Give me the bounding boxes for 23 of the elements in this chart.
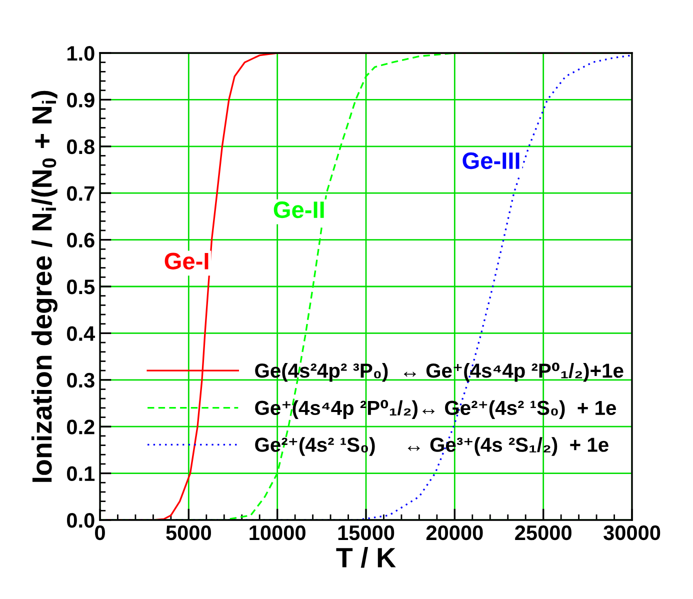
annotation: Ge-I [164,252,208,270]
y-tick-label: 0.0 [67,513,94,528]
annotation: Ge-III [462,152,520,170]
y-tick-label: 0.3 [67,372,94,388]
y-tick-label: 0.4 [67,326,96,341]
x-tick-label: 0 [95,525,105,540]
y-tick-label: 0.1 [67,466,95,482]
y-tick-label: 0.9 [67,92,94,108]
x-tick-label: 10000 [250,525,306,540]
y-tick-label: 0.8 [67,139,95,154]
y-tick-label: 0.6 [67,232,94,248]
x-tick-label: 15000 [338,525,394,540]
x-tick-label: 25000 [515,525,572,540]
x-tick-label: 20000 [426,525,483,540]
y-tick-label: 0.7 [67,186,94,201]
annotation: Ge-II [274,201,324,218]
y-tick-label: 0.2 [67,420,94,434]
x-tick-label: 30000 [604,525,660,540]
y-tick-label: 0.5 [67,280,95,294]
x-axis-title: T / K [336,547,396,568]
x-tick-label: 5000 [166,525,211,540]
y-tick-label: 1.0 [67,46,94,61]
y-axis-title: Ionization degree / N$_{i}$/(N$_{0}$ + N$_{i}$) [31,90,58,482]
